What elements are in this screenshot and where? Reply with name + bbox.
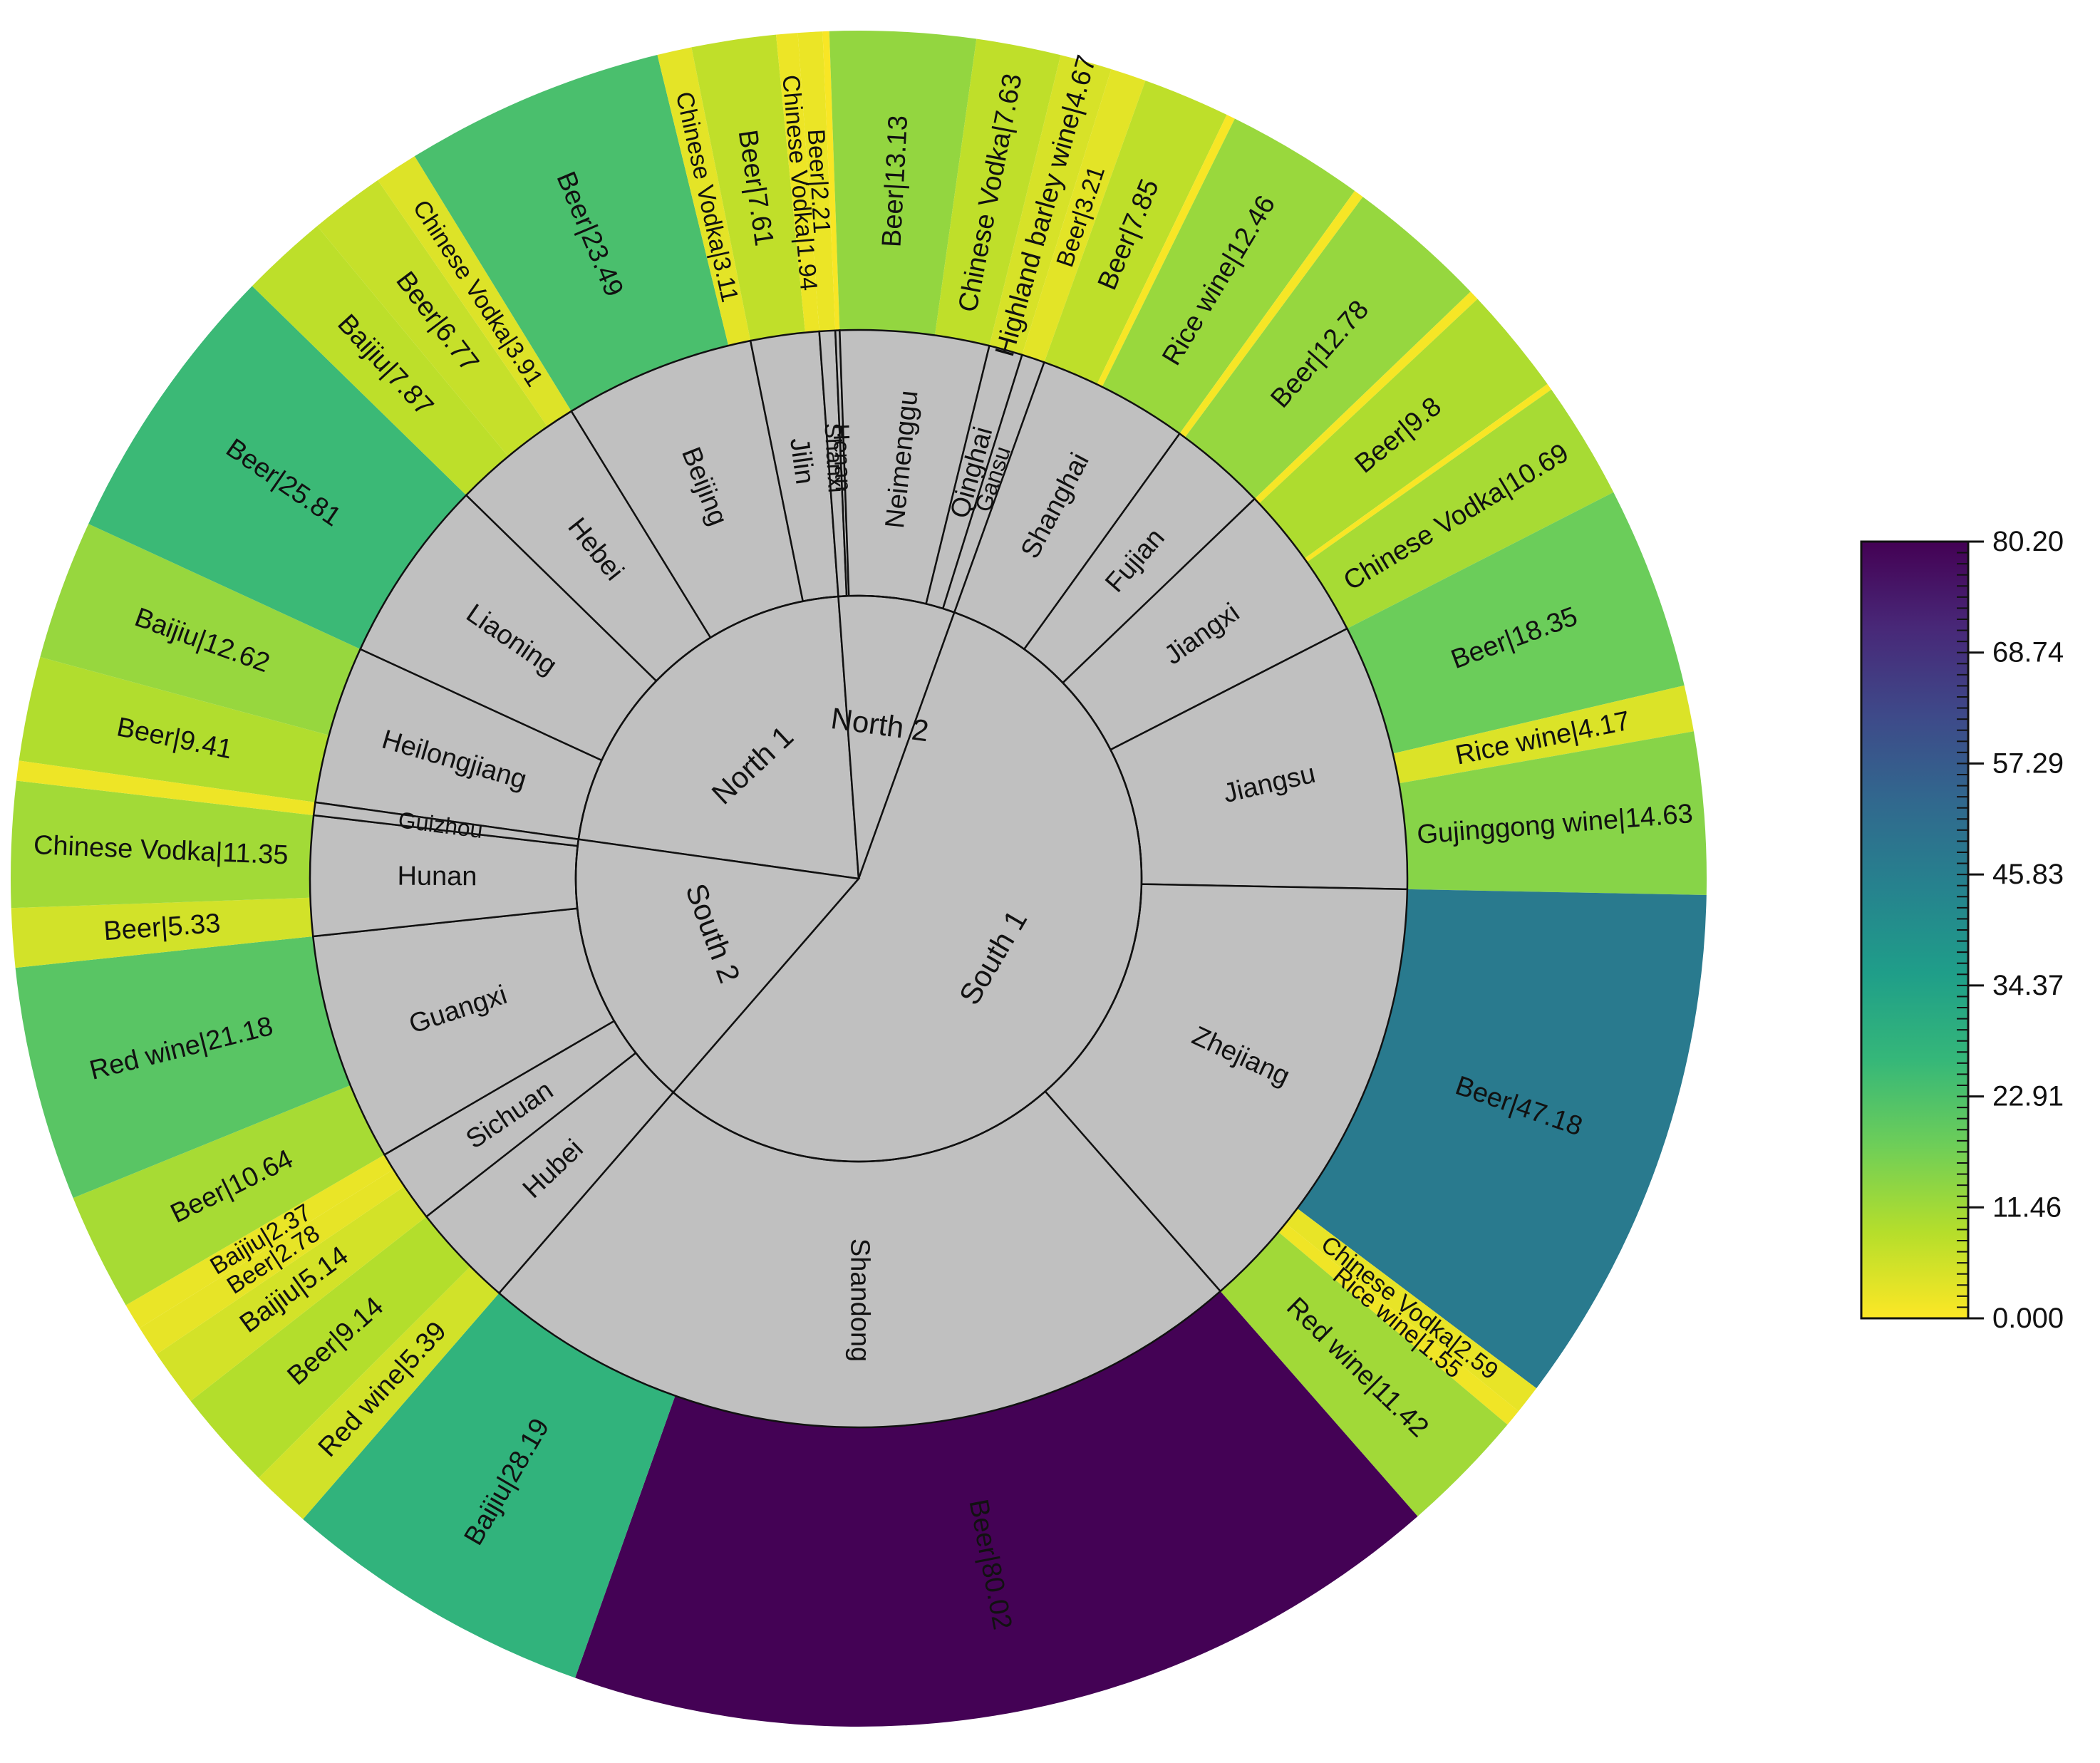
outer-segment-shanghai-beer-7-85 [1044,81,1227,385]
outer-segment-liaoning-beer-25-81 [88,286,467,649]
province-label-jilin: Jilin [784,436,819,487]
outer-segment-gansu-beer-3-21 [1022,69,1146,363]
outer-ring [11,31,1707,1727]
outer-segment-neimenggu-chinese-vodka-7-63 [934,38,1061,346]
outer-segment-jiangsu-beer-18-35 [1347,492,1685,754]
outer-segment-beijing-chinese-vodka-3-11 [657,47,751,346]
outer-segment-sichuan-baijiu-2-37 [125,1154,394,1328]
outer-segment-fujian-unlabeled [1179,190,1363,438]
outer-segment-jiangsu-rice-wine-4-17 [1392,685,1694,784]
outer-segment-henan-unlabeled [822,31,840,331]
province-label-henan: Henan [828,423,857,492]
outer-segment-fujian-beer-12-78 [1184,197,1471,499]
province-label-shandong: Shandong [844,1239,874,1362]
outer-segment-shanxi-beer-2-21 [797,31,836,331]
outer-segment-sichuan-baijiu-5-14 [156,1186,427,1401]
outer-segment-heilongjiang-beer-9-41 [19,657,329,802]
colorbar-gradient [1860,540,1970,1320]
inner-ring-outline [574,594,1143,1163]
outer-segment-zhejiang-beer-47-18 [1297,889,1707,1389]
outer-label-beer-2-21: Beer|2.21 [802,128,835,234]
colorbar: 80.20 68.74 57.29 45.83 34.37 22.91 11.46 0.000 [1860,526,2064,1334]
outer-segment-hunan-beer-5-33 [11,897,314,968]
colorbar-ticks: 80.20 68.74 57.29 45.83 34.37 22.91 11.46 0.000 [1957,526,2064,1334]
outer-segment-hubei-beer-9-14 [190,1216,471,1478]
outer-segment-qinghai-highland-barley-wine-4-67 [989,55,1112,355]
colorbar-tick-label: 0.000 [1992,1303,2064,1334]
outer-segment-hebei-baijiu-7-87 [252,226,509,495]
outer-segment-jiangxi-unlabeled [1254,291,1478,504]
outer-segment-shanghai-unlabeled [1097,114,1235,387]
outer-segment-guangxi-beer-10-64 [73,1085,385,1306]
outer-segment-jiangxi-unlabeled [1304,383,1552,562]
province-label-hunan: Hunan [397,862,477,892]
colorbar-tick-label: 34.37 [1992,970,2064,1001]
outer-segment-heilongjiang-baijiu-12-62 [40,524,361,735]
colorbar-tick-label: 57.29 [1992,748,2064,779]
colorbar-tick-label: 80.20 [1992,526,2064,557]
outer-segment-jilin-beer-7-61 [691,34,805,341]
outer-segment-hebei-beer-6-77 [317,180,548,457]
outer-segment-hubei-red-wine-5-39 [258,1266,500,1519]
outer-segment-shanghai-rice-wine-12-46 [1102,118,1355,434]
outer-segment-guizhou-unlabeled [16,760,316,816]
outer-label-beer-13-13: Beer|13.13 [876,115,914,248]
province-label-shanxi: Shanxi [819,423,849,494]
outer-segment-sichuan-beer-2-78 [139,1169,405,1355]
outer-segment-jiangsu-gujinggong-wine-14-63 [1399,731,1707,895]
outer-segment-beijing-beer-23-49 [414,55,729,412]
outer-segment-jilin-chinese-vodka-1-94 [776,33,819,333]
colorbar-tick-label: 22.91 [1992,1081,2064,1112]
outer-segment-guangxi-red-wine-21-18 [15,936,351,1199]
colorbar-tick-label: 45.83 [1992,859,2064,890]
outer-segment-zhejiang-red-wine-11-42 [1220,1231,1508,1516]
outer-segment-hebei-chinese-vodka-3-91 [378,156,571,427]
colorbar-tick-label: 68.74 [1992,637,2064,668]
colorbar-tick-label: 11.46 [1992,1191,2062,1223]
region-ring [574,594,1143,1163]
outer-segment-shandong-baijiu-28-19 [303,1293,676,1678]
outer-segment-jiangxi-chinese-vodka-10-69 [1306,389,1614,629]
outer-segment-hunan-chinese-vodka-11-35 [11,780,314,909]
outer-segment-zhejiang-rice-wine-1-55 [1278,1223,1519,1425]
province-ring [309,329,1409,1429]
outer-segment-shandong-beer-80-02 [575,1291,1418,1727]
outer-segment-zhejiang-chinese-vodka-2-59 [1286,1208,1537,1412]
outer-segment-jiangxi-beer-9-8 [1258,299,1548,559]
outer-segment-neimenggu-beer-13-13 [829,31,977,336]
